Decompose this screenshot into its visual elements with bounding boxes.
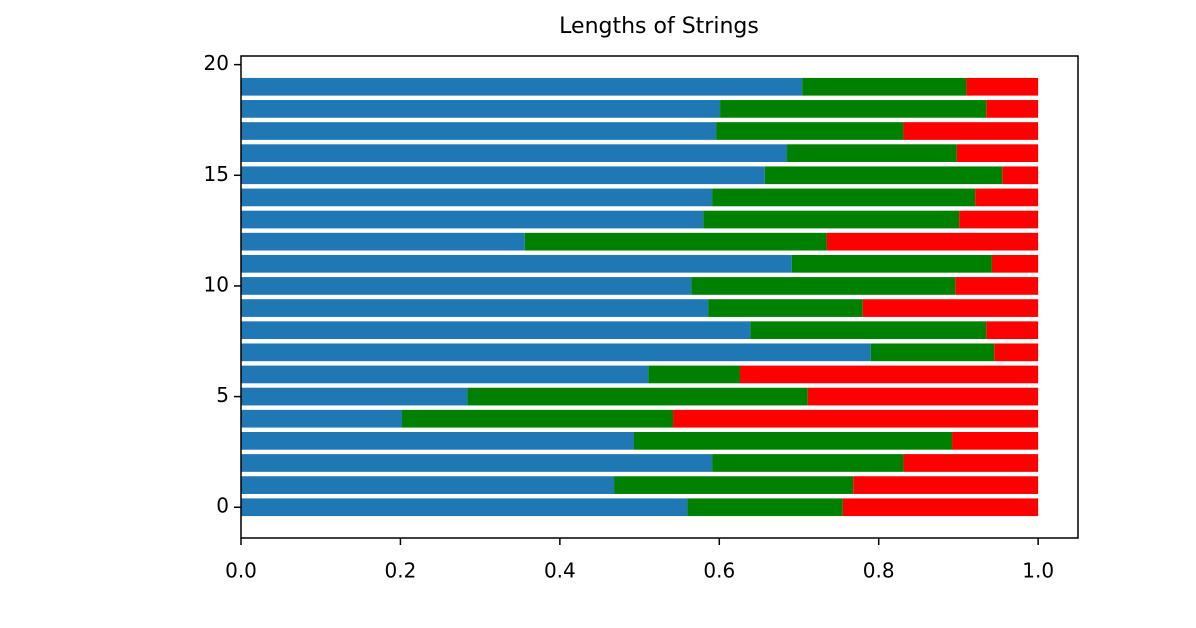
bar-segment <box>241 188 713 207</box>
x-tick-label: 1.0 <box>1022 559 1054 583</box>
bar-segment <box>903 454 1039 472</box>
bar-segment <box>241 166 765 185</box>
bar-segment <box>716 122 904 140</box>
x-tick-label: 0.0 <box>225 559 257 583</box>
bar-segment <box>952 431 1039 450</box>
bar-segment <box>966 77 1039 96</box>
bar-segment <box>648 365 741 384</box>
bar-segment <box>241 144 788 163</box>
bar-segment <box>241 343 871 362</box>
bar-segment <box>241 210 704 229</box>
y-tick-label: 15 <box>204 162 229 186</box>
bar-segment <box>633 431 953 450</box>
bar-segment <box>740 365 1039 384</box>
bar-segment <box>986 321 1039 340</box>
bar-segment <box>853 476 1039 494</box>
bar-segment <box>703 210 960 229</box>
bar-segment <box>241 254 792 273</box>
bar-segment <box>241 277 692 295</box>
bar-segment <box>807 387 1039 406</box>
x-tick-label: 0.8 <box>863 559 895 583</box>
bar-segment <box>787 144 957 163</box>
y-tick-label: 10 <box>204 272 229 296</box>
bar-segment <box>241 232 525 251</box>
y-tick-label: 0 <box>216 494 229 518</box>
bar-segment <box>241 100 721 118</box>
bar-segment <box>524 232 827 251</box>
bar-segment <box>903 122 1039 140</box>
y-tick-label: 5 <box>216 383 229 407</box>
bar-segment <box>241 77 803 96</box>
bar-segment <box>691 277 956 295</box>
bar-segment <box>241 387 468 406</box>
bar-segment <box>826 232 1039 251</box>
bar-segment <box>991 254 1039 273</box>
bar-segment <box>712 454 904 472</box>
x-tick-label: 0.4 <box>544 559 576 583</box>
bar-segment <box>862 299 1039 317</box>
x-tick-label: 0.6 <box>703 559 735 583</box>
bar-segment <box>955 277 1039 295</box>
bar-segment <box>241 498 688 517</box>
bar-segment <box>402 409 674 428</box>
bar-segment <box>241 431 634 450</box>
x-tick-label: 0.2 <box>385 559 417 583</box>
bar-segment <box>241 299 709 317</box>
bar-segment <box>687 498 843 517</box>
bar-segment <box>673 409 1039 428</box>
bar-segment <box>750 321 987 340</box>
bar-segment <box>956 144 1039 163</box>
y-tick-label: 20 <box>204 51 229 75</box>
bar-segment <box>614 476 854 494</box>
bar-segment <box>241 409 403 428</box>
chart-title: Lengths of Strings <box>559 14 759 39</box>
bar-segment <box>975 188 1039 207</box>
bar-segment <box>842 498 1039 517</box>
bar-segment <box>467 387 808 406</box>
bar-segment <box>241 365 649 384</box>
bar-segment <box>241 122 717 140</box>
bar-segment <box>870 343 995 362</box>
bar-segment <box>994 343 1039 362</box>
bar-segment <box>764 166 1003 185</box>
bar-segment <box>791 254 992 273</box>
bar-segment <box>712 188 976 207</box>
bar-segment <box>241 321 751 340</box>
bar-segment <box>986 100 1039 118</box>
plot-frame <box>240 55 1079 539</box>
bar-segment <box>959 210 1039 229</box>
bar-segment <box>241 476 615 494</box>
bar-segment <box>708 299 863 317</box>
bar-segment <box>802 77 967 96</box>
bar-segment <box>720 100 987 118</box>
bar-segment <box>1002 166 1039 185</box>
bar-segment <box>241 454 713 472</box>
